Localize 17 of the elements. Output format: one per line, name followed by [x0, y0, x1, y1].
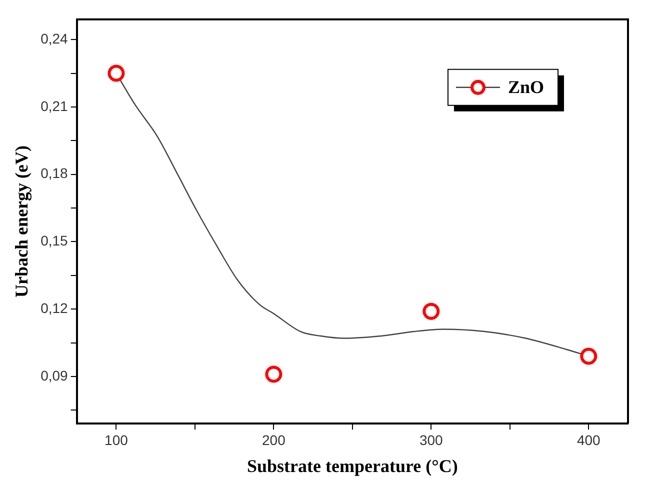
x-tick-label: 400: [576, 432, 601, 448]
x-axis-title: Substrate temperature (°C): [247, 456, 458, 476]
legend-label: ZnO: [508, 77, 544, 98]
point: [580, 348, 598, 365]
x-tick-label: 100: [104, 432, 128, 448]
y-tick-label: 0,24: [40, 30, 68, 46]
y-tick-label: 0,15: [40, 232, 68, 249]
y-axis-title: Urbach energy (eV): [11, 146, 32, 298]
y-tick-label: 0,12: [40, 300, 68, 316]
y-tick-label: 0,09: [40, 367, 68, 384]
x-tick-label: 200: [262, 432, 286, 448]
y-tick-label: 0,18: [40, 165, 68, 182]
x-tick-label: 300: [419, 432, 444, 448]
y-tick-label: 0,21: [40, 98, 68, 114]
point: [108, 64, 125, 82]
point: [265, 366, 282, 383]
point: [422, 302, 440, 320]
